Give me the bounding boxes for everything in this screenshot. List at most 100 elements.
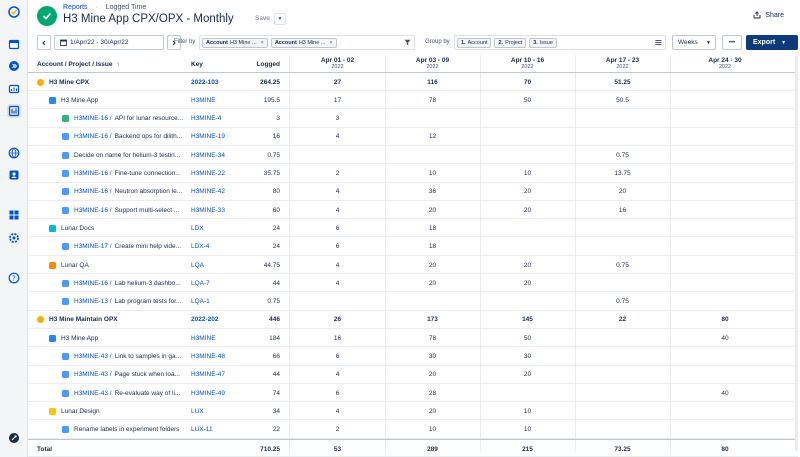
row-period-value[interactable] bbox=[670, 402, 780, 420]
row-period-value[interactable]: 10 bbox=[523, 426, 532, 434]
row-period-value[interactable] bbox=[480, 293, 575, 311]
row-period-value[interactable]: 40 bbox=[721, 334, 729, 342]
row-period-value[interactable]: 50 bbox=[523, 334, 532, 342]
row-period-value[interactable]: 20 bbox=[428, 261, 437, 269]
row-period-value[interactable] bbox=[480, 110, 575, 128]
row-period-value[interactable] bbox=[480, 128, 575, 146]
row-key-link[interactable]: H3MINE-19 bbox=[191, 133, 225, 141]
row-period-value[interactable]: 6 bbox=[335, 224, 340, 232]
row-period-value[interactable] bbox=[575, 402, 670, 420]
issue-row[interactable]: H3MINE-43 /Link to samples in ga... H3MIN… bbox=[28, 348, 798, 366]
project-row[interactable]: Lunar Docs LDX 24 6 18 bbox=[28, 219, 798, 238]
issue-row[interactable]: H3MINE-43 /Re-evaluate way of li... H3MIN… bbox=[28, 384, 798, 403]
project-row[interactable]: H3 Mine App H3MINE 184 16 78 50 40 bbox=[28, 329, 798, 348]
row-period-value[interactable]: 0.75 bbox=[616, 298, 629, 306]
row-period-value[interactable]: 4 bbox=[335, 407, 340, 415]
issue-row[interactable]: H3MINE-13 /Lab program tests for... LQA-1… bbox=[28, 293, 798, 311]
filter-chip-account-1[interactable]: Account H3 Mine ... × bbox=[202, 37, 268, 48]
row-period-value[interactable]: 28 bbox=[428, 389, 437, 397]
row-period-value[interactable]: 36 bbox=[428, 188, 437, 196]
row-period-value[interactable]: 50.5 bbox=[616, 96, 629, 104]
row-period-value[interactable] bbox=[670, 256, 780, 274]
issue-row[interactable]: Rename labels in experiment folders LUX-1… bbox=[28, 421, 798, 439]
row-period-value[interactable]: 20 bbox=[618, 188, 627, 196]
parent-issue-link[interactable]: H3MINE-16 / bbox=[74, 188, 112, 196]
row-period-value[interactable] bbox=[670, 201, 780, 219]
row-period-value[interactable]: 16 bbox=[618, 206, 627, 214]
row-period-value[interactable]: 80 bbox=[721, 316, 729, 324]
row-period-value[interactable] bbox=[385, 110, 480, 128]
row-period-value[interactable]: 2 bbox=[335, 170, 340, 177]
row-period-value[interactable] bbox=[575, 329, 670, 347]
row-key-link[interactable]: LDX bbox=[191, 224, 204, 232]
parent-issue-link[interactable]: H3MINE-16 / bbox=[74, 206, 112, 214]
row-period-value[interactable]: 0.75 bbox=[616, 151, 629, 159]
column-header-logged[interactable]: Logged bbox=[256, 60, 280, 68]
row-period-value[interactable] bbox=[575, 238, 670, 256]
vertical-scrollbar[interactable] bbox=[795, 56, 798, 451]
row-period-value[interactable]: 6 bbox=[335, 389, 340, 397]
row-key-link[interactable]: H3MINE-22 bbox=[191, 170, 225, 177]
parent-issue-link[interactable]: H3MINE-16 / bbox=[74, 133, 112, 141]
row-period-value[interactable]: 20 bbox=[523, 188, 532, 196]
row-key-link[interactable]: LQA-7 bbox=[191, 279, 210, 287]
row-period-value[interactable] bbox=[670, 165, 780, 183]
row-period-value[interactable]: 145 bbox=[522, 316, 533, 324]
row-period-value[interactable]: 20 bbox=[523, 261, 532, 269]
row-period-value[interactable]: 17 bbox=[333, 96, 342, 104]
issue-row[interactable]: Decide on name for helium-3 testin... H3M… bbox=[28, 146, 798, 165]
close-icon[interactable]: × bbox=[260, 39, 264, 46]
row-key-link[interactable]: 2022-103 bbox=[191, 78, 219, 86]
row-period-value[interactable]: 4 bbox=[335, 371, 340, 379]
row-key-link[interactable]: H3MINE-33 bbox=[191, 206, 225, 214]
row-key-link[interactable]: H3MINE bbox=[191, 334, 216, 342]
row-period-value[interactable]: 20 bbox=[428, 279, 437, 287]
row-key-link[interactable]: H3MINE-48 bbox=[191, 353, 225, 360]
period-select[interactable]: Weeks ▼ bbox=[672, 35, 716, 50]
row-period-value[interactable]: 10 bbox=[428, 170, 437, 177]
app-logo-icon[interactable] bbox=[7, 5, 21, 19]
row-period-value[interactable]: 4 bbox=[335, 133, 340, 141]
row-period-value[interactable]: 4 bbox=[335, 188, 340, 196]
row-key-link[interactable]: LQA bbox=[191, 261, 205, 269]
row-period-value[interactable]: 20 bbox=[523, 371, 532, 379]
row-period-value[interactable]: 20 bbox=[523, 279, 532, 287]
row-period-value[interactable] bbox=[480, 219, 575, 237]
save-options-chevron-icon[interactable]: ▼ bbox=[274, 13, 286, 25]
parent-issue-link[interactable]: H3MINE-16 / bbox=[74, 115, 112, 123]
issue-row[interactable]: H3MINE-16 /Support multi-select ... H3MIN… bbox=[28, 201, 798, 220]
parent-issue-link[interactable]: H3MINE-16 / bbox=[74, 170, 112, 177]
row-period-value[interactable] bbox=[480, 384, 575, 402]
issue-row[interactable]: H3MINE-17 /Create mini help vide... LDX-4… bbox=[28, 238, 798, 256]
project-row[interactable]: Lunar QA LQA 44.75 4 20 20 0.75 bbox=[28, 256, 798, 274]
row-period-value[interactable] bbox=[670, 366, 780, 384]
row-period-value[interactable] bbox=[670, 274, 780, 292]
project-row[interactable]: H3 Mine App H3MINE 195.5 17 78 50 50.5 bbox=[28, 91, 798, 110]
close-icon[interactable]: × bbox=[329, 39, 333, 46]
row-period-value[interactable] bbox=[670, 110, 780, 128]
parent-issue-link[interactable]: H3MINE-43 / bbox=[74, 353, 112, 360]
row-period-value[interactable]: 20 bbox=[428, 371, 437, 379]
row-period-value[interactable] bbox=[575, 366, 670, 384]
row-key-link[interactable]: H3MINE bbox=[191, 96, 216, 104]
issue-row[interactable]: H3MINE-43 /Page stuck when loa... H3MINE-… bbox=[28, 366, 798, 384]
row-period-value[interactable]: 6 bbox=[335, 243, 340, 251]
row-period-value[interactable] bbox=[575, 110, 670, 128]
row-period-value[interactable] bbox=[670, 421, 780, 439]
column-header-name[interactable]: Account / Project / Issue ↑ bbox=[37, 55, 187, 73]
help-icon[interactable]: ? bbox=[7, 271, 21, 285]
row-period-value[interactable]: 116 bbox=[427, 78, 438, 86]
filter-chip-account-2[interactable]: Account H3 Mine ... × bbox=[270, 37, 337, 48]
group-chip-issue[interactable]: 3. Issue bbox=[529, 37, 557, 48]
row-period-value[interactable]: 10 bbox=[523, 170, 532, 177]
row-period-value[interactable]: 0.75 bbox=[616, 261, 629, 269]
row-period-value[interactable]: 27 bbox=[333, 78, 342, 86]
row-period-value[interactable] bbox=[670, 238, 780, 256]
settings-icon[interactable] bbox=[7, 231, 21, 245]
folder-icon[interactable] bbox=[7, 82, 21, 96]
row-period-value[interactable] bbox=[575, 421, 670, 439]
row-period-value[interactable]: 22 bbox=[618, 316, 627, 324]
share-button[interactable]: Share bbox=[753, 11, 784, 19]
reports-icon[interactable] bbox=[7, 104, 21, 118]
export-button[interactable]: Export ▼ bbox=[746, 35, 798, 50]
